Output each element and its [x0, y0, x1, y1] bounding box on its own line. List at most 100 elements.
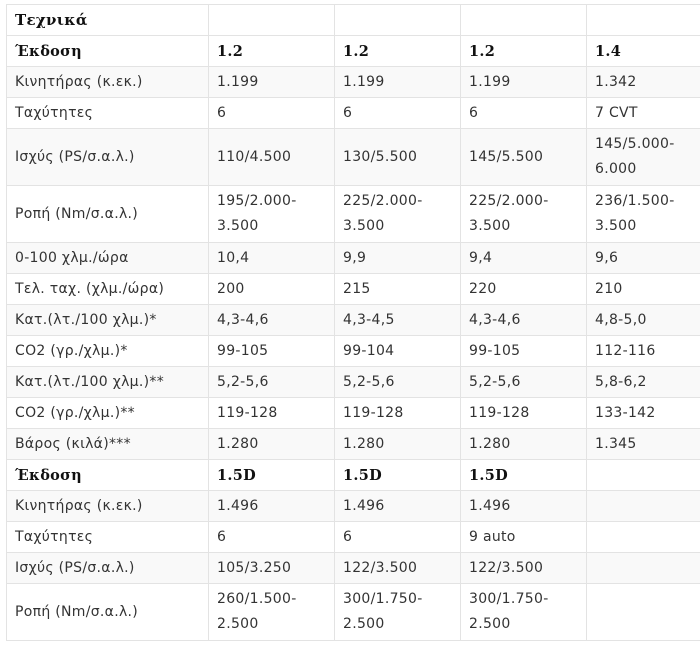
cell-value: 215 — [335, 274, 461, 305]
table-row: Ταχύτητες 6 6 9 auto — [7, 522, 700, 553]
cell-value: 5,2-5,6 — [335, 367, 461, 398]
cell-value: 9,4 — [461, 243, 587, 274]
cell-value: 99-105 — [209, 336, 335, 367]
row-label: Κατ.(λτ./100 χλμ.)** — [7, 367, 209, 398]
row-label: Ταχύτητες — [7, 98, 209, 129]
row-label: Βάρος (κιλά)*** — [7, 429, 209, 460]
header-version: 1.2 — [209, 36, 335, 67]
cell-value: 4,8-5,0 — [587, 305, 700, 336]
table-row: Τελ. ταχ. (χλμ./ώρα) 200 215 220 210 — [7, 274, 700, 305]
cell-value: 133-142 — [587, 398, 700, 429]
table-row: CO2 (γρ./χλμ.)** 119-128 119-128 119-128… — [7, 398, 700, 429]
table-row: Ταχύτητες 6 6 6 7 CVT — [7, 98, 700, 129]
cell-value: 300/1.750-2.500 — [335, 584, 461, 641]
cell-value: 236/1.500-3.500 — [587, 186, 700, 243]
section-header-row: Έκδοση 1.2 1.2 1.2 1.4 — [7, 36, 700, 67]
cell-value: 6 — [461, 98, 587, 129]
cell-value: 9,6 — [587, 243, 700, 274]
cell-value: 300/1.750-2.500 — [461, 584, 587, 641]
table-row: Κινητήρας (κ.εκ.) 1.199 1.199 1.199 1.34… — [7, 67, 700, 98]
table-row: Ισχύς (PS/σ.α.λ.) 110/4.500 130/5.500 14… — [7, 129, 700, 186]
row-label: Ταχύτητες — [7, 522, 209, 553]
header-version — [587, 460, 700, 491]
cell-value: 195/2.000-3.500 — [209, 186, 335, 243]
row-label: Κατ.(λτ./100 χλμ.)* — [7, 305, 209, 336]
cell-value: 145/5.500 — [461, 129, 587, 186]
cell-value: 105/3.250 — [209, 553, 335, 584]
section-header-row: Έκδοση 1.5D 1.5D 1.5D — [7, 460, 700, 491]
empty-cell — [209, 5, 335, 36]
row-label: Ροπή (Nm/σ.α.λ.) — [7, 186, 209, 243]
header-version: 1.2 — [335, 36, 461, 67]
empty-cell — [335, 5, 461, 36]
cell-value: 110/4.500 — [209, 129, 335, 186]
cell-value — [587, 553, 700, 584]
header-version: 1.5D — [209, 460, 335, 491]
cell-value: 1.280 — [335, 429, 461, 460]
cell-value: 6 — [335, 98, 461, 129]
cell-value: 119-128 — [461, 398, 587, 429]
row-label: Τελ. ταχ. (χλμ./ώρα) — [7, 274, 209, 305]
header-label: Έκδοση — [7, 36, 209, 67]
cell-value: 6 — [335, 522, 461, 553]
cell-value: 1.199 — [335, 67, 461, 98]
row-label: CO2 (γρ./χλμ.)* — [7, 336, 209, 367]
cell-value: 260/1.500-2.500 — [209, 584, 335, 641]
cell-value: 5,8-6,2 — [587, 367, 700, 398]
cell-value: 5,2-5,6 — [209, 367, 335, 398]
row-label: CO2 (γρ./χλμ.)** — [7, 398, 209, 429]
cell-value: 6 — [209, 522, 335, 553]
cell-value: 220 — [461, 274, 587, 305]
cell-value: 1.199 — [461, 67, 587, 98]
cell-value: 145/5.000-6.000 — [587, 129, 700, 186]
row-label: Ισχύς (PS/σ.α.λ.) — [7, 553, 209, 584]
header-version: 1.5D — [335, 460, 461, 491]
row-label: Κινητήρας (κ.εκ.) — [7, 491, 209, 522]
cell-value: 119-128 — [209, 398, 335, 429]
cell-value: 99-104 — [335, 336, 461, 367]
cell-value: 6 — [209, 98, 335, 129]
cell-value: 1.345 — [587, 429, 700, 460]
cell-value: 7 CVT — [587, 98, 700, 129]
header-version: 1.5D — [461, 460, 587, 491]
cell-value: 1.199 — [209, 67, 335, 98]
header-label: Έκδοση — [7, 460, 209, 491]
cell-value: 122/3.500 — [335, 553, 461, 584]
cell-value: 200 — [209, 274, 335, 305]
table-title: Τεχνικά — [7, 5, 209, 36]
cell-value: 1.496 — [461, 491, 587, 522]
cell-value: 122/3.500 — [461, 553, 587, 584]
cell-value: 119-128 — [335, 398, 461, 429]
empty-cell — [461, 5, 587, 36]
table-row: 0-100 χλμ./ώρα 10,4 9,9 9,4 9,6 — [7, 243, 700, 274]
row-label: Ροπή (Nm/σ.α.λ.) — [7, 584, 209, 641]
cell-value: 99-105 — [461, 336, 587, 367]
cell-value: 225/2.000-3.500 — [335, 186, 461, 243]
cell-value: 1.280 — [209, 429, 335, 460]
cell-value: 1.280 — [461, 429, 587, 460]
empty-cell — [587, 5, 700, 36]
title-row: Τεχνικά — [7, 5, 700, 36]
cell-value: 1.342 — [587, 67, 700, 98]
cell-value: 5,2-5,6 — [461, 367, 587, 398]
header-version: 1.4 — [587, 36, 700, 67]
cell-value: 210 — [587, 274, 700, 305]
cell-value: 130/5.500 — [335, 129, 461, 186]
table-row: Ροπή (Nm/σ.α.λ.) 260/1.500-2.500 300/1.7… — [7, 584, 700, 641]
cell-value: 10,4 — [209, 243, 335, 274]
cell-value: 4,3-4,6 — [461, 305, 587, 336]
cell-value: 4,3-4,5 — [335, 305, 461, 336]
table-row: Κατ.(λτ./100 χλμ.)** 5,2-5,6 5,2-5,6 5,2… — [7, 367, 700, 398]
specs-table: Τεχνικά Έκδοση 1.2 1.2 1.2 1.4 Κινητήρας… — [6, 4, 700, 641]
cell-value: 1.496 — [335, 491, 461, 522]
cell-value: 4,3-4,6 — [209, 305, 335, 336]
cell-value — [587, 491, 700, 522]
table-row: Κατ.(λτ./100 χλμ.)* 4,3-4,6 4,3-4,5 4,3-… — [7, 305, 700, 336]
table-row: Βάρος (κιλά)*** 1.280 1.280 1.280 1.345 — [7, 429, 700, 460]
cell-value — [587, 584, 700, 641]
table-row: Ροπή (Nm/σ.α.λ.) 195/2.000-3.500 225/2.0… — [7, 186, 700, 243]
table-row: Κινητήρας (κ.εκ.) 1.496 1.496 1.496 — [7, 491, 700, 522]
table-row: CO2 (γρ./χλμ.)* 99-105 99-104 99-105 112… — [7, 336, 700, 367]
cell-value: 9 auto — [461, 522, 587, 553]
cell-value: 225/2.000-3.500 — [461, 186, 587, 243]
